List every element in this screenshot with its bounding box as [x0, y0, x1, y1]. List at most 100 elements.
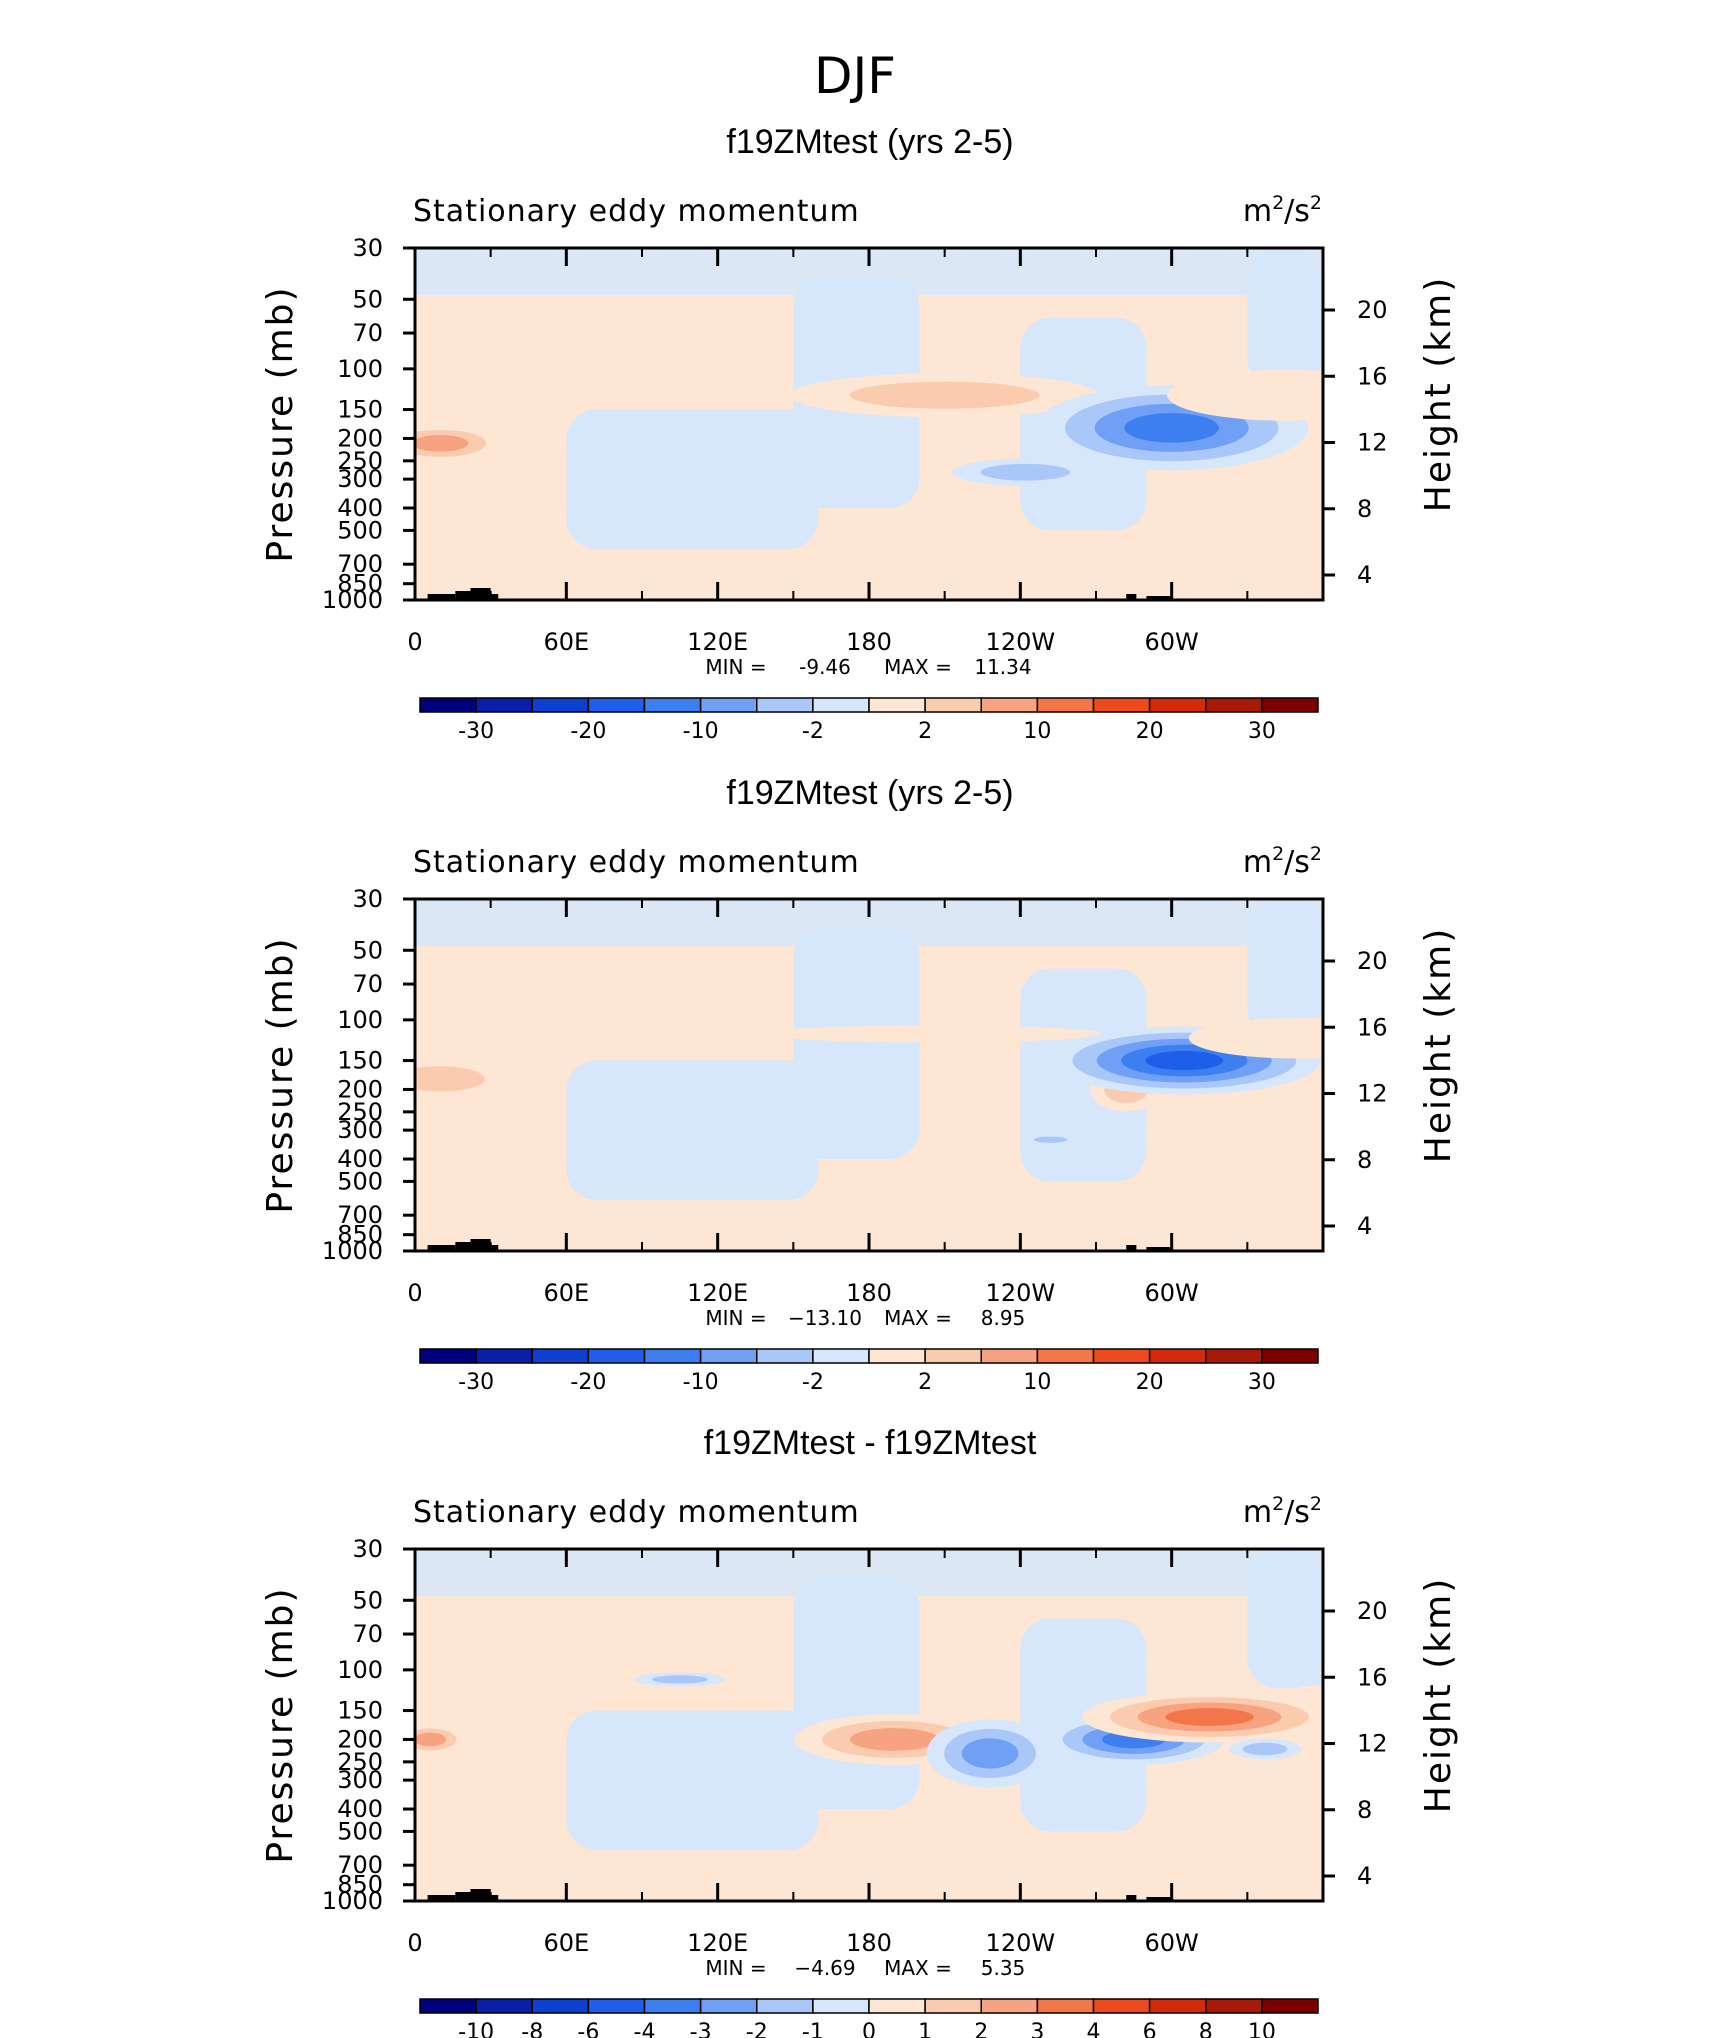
y-tick-label: 850 — [337, 570, 383, 598]
contour-band — [566, 409, 819, 549]
colorbar-label: -2 — [746, 2020, 768, 2038]
contour-blob — [415, 1066, 485, 1092]
x-tick-label: 120W — [986, 1929, 1056, 1957]
colorbar-label: 8 — [1199, 2020, 1213, 2038]
y2-tick-label: 12 — [1357, 429, 1388, 457]
x-tick-label: 60W — [1145, 1279, 1199, 1307]
y-tick-label: 400 — [337, 1145, 383, 1173]
colorbar-label: -30 — [458, 1370, 494, 1395]
contour-blob — [1275, 1672, 1323, 1687]
max-value: 11.34 — [974, 655, 1031, 679]
y-tick-label: 200 — [337, 1075, 383, 1103]
colorbar-label: -10 — [458, 2020, 494, 2038]
colorbar-swatch — [756, 1348, 814, 1364]
x-tick-label: 0 — [407, 1279, 422, 1307]
y2-axis-title: Height (km) — [1418, 276, 1459, 512]
contour-blob — [1188, 1017, 1323, 1059]
topography — [1126, 1245, 1137, 1251]
colorbar-swatch — [475, 1998, 533, 2014]
y-tick-label: 150 — [337, 1697, 383, 1725]
colorbar-swatch — [699, 1348, 758, 1364]
y-tick-label: 150 — [337, 396, 383, 424]
x-tick-label: 0 — [407, 1929, 422, 1957]
colorbar-swatch — [1261, 1998, 1319, 2014]
units-label: m2/s2 — [1243, 843, 1322, 880]
colorbar-swatch — [643, 1998, 702, 2014]
colorbar-label: -3 — [690, 2020, 712, 2038]
topography — [490, 594, 499, 600]
contour-blob — [1145, 1050, 1224, 1071]
y2-tick-label: 16 — [1357, 1013, 1388, 1041]
min-label: MIN = — [705, 1956, 766, 1980]
topography — [470, 1889, 491, 1901]
x-tick-label: 60W — [1145, 628, 1199, 656]
y2-axis-title: Height (km) — [1418, 1577, 1459, 1813]
colorbar-label: 10 — [1023, 719, 1051, 744]
contour-blob — [1242, 1742, 1288, 1756]
colorbar-label: -10 — [683, 719, 719, 744]
topography — [1146, 1897, 1172, 1901]
panel-variable-label: Stationary eddy momentum — [413, 1495, 860, 1530]
topography — [455, 591, 471, 600]
panel-title: f19ZMtest (yrs 2-5) — [726, 774, 1013, 812]
y-tick-label: 850 — [337, 1221, 383, 1249]
y-axis-title: Pressure (mb) — [260, 285, 301, 562]
y-tick-label: 250 — [337, 447, 383, 475]
colorbar-swatch — [1036, 1348, 1095, 1364]
colorbar-label: 30 — [1248, 1370, 1276, 1395]
colorbar-swatch — [980, 1998, 1039, 2014]
contour-field — [415, 899, 1323, 1251]
x-tick-label: 120W — [986, 628, 1056, 656]
colorbar-swatch — [812, 697, 870, 713]
x-tick-label: 60E — [543, 628, 589, 656]
colorbar-swatch — [1092, 697, 1151, 713]
contour-blob — [1165, 1708, 1254, 1726]
max-value: 5.35 — [981, 1956, 1026, 1980]
colorbar-label: 1 — [918, 2020, 932, 2038]
colorbar-swatch — [924, 1348, 982, 1364]
colorbar-swatch — [1205, 697, 1263, 713]
colorbar: -10 -8 -6 -4 -3 -2 -1 0 1 2 3 4 6 8 10 — [419, 1998, 1319, 2038]
y-tick-label: 70 — [352, 319, 383, 347]
colorbar-label: -2 — [802, 719, 824, 744]
contour-blob — [1167, 369, 1323, 421]
min-label: MIN = — [705, 1306, 766, 1330]
colorbar-swatch — [643, 697, 702, 713]
topography — [455, 1892, 471, 1901]
colorbar-swatch — [1092, 1998, 1151, 2014]
colorbar-label: -6 — [577, 2020, 599, 2038]
y-tick-label: 150 — [337, 1047, 383, 1075]
panel-2: f19ZMtest (yrs 2-5) Stationary eddy momen… — [260, 774, 1459, 1395]
colorbar-swatch — [1036, 697, 1095, 713]
x-tick-label: 60E — [543, 1929, 589, 1957]
y2-tick-label: 8 — [1357, 1796, 1372, 1824]
topography — [427, 1895, 456, 1901]
colorbar: -30 -20 -10 -2 2 10 20 30 — [419, 697, 1319, 744]
colorbar-swatch — [868, 1348, 926, 1364]
colorbar-swatch — [475, 1348, 533, 1364]
units-label: m2/s2 — [1243, 1493, 1322, 1530]
y-tick-label: 500 — [337, 1167, 383, 1195]
contour-blob — [659, 1022, 751, 1037]
y-tick-label: 700 — [337, 1201, 383, 1229]
contour-blob — [1205, 1125, 1279, 1167]
panel-3: f19ZMtest - f19ZMtest Stationary eddy mom… — [260, 1424, 1459, 2038]
topography — [490, 1895, 499, 1901]
y-tick-label: 100 — [337, 1006, 383, 1034]
topography — [455, 1242, 471, 1251]
contour-blob — [961, 1738, 1019, 1769]
contour-field — [415, 1549, 1323, 1901]
colorbar-swatch — [699, 697, 758, 713]
colorbar: -30 -20 -10 -2 2 10 20 30 — [419, 1348, 1319, 1395]
colorbar-label: 20 — [1136, 1370, 1164, 1395]
y-tick-label: 300 — [337, 465, 383, 493]
y-tick-label: 300 — [337, 1766, 383, 1794]
panel-variable-label: Stationary eddy momentum — [413, 845, 860, 880]
topography — [427, 1245, 456, 1251]
contour-field — [415, 248, 1323, 600]
colorbar-swatch — [587, 1348, 646, 1364]
colorbar-label: 30 — [1248, 719, 1276, 744]
y-tick-label: 250 — [337, 1748, 383, 1776]
colorbar-swatch — [812, 1348, 870, 1364]
